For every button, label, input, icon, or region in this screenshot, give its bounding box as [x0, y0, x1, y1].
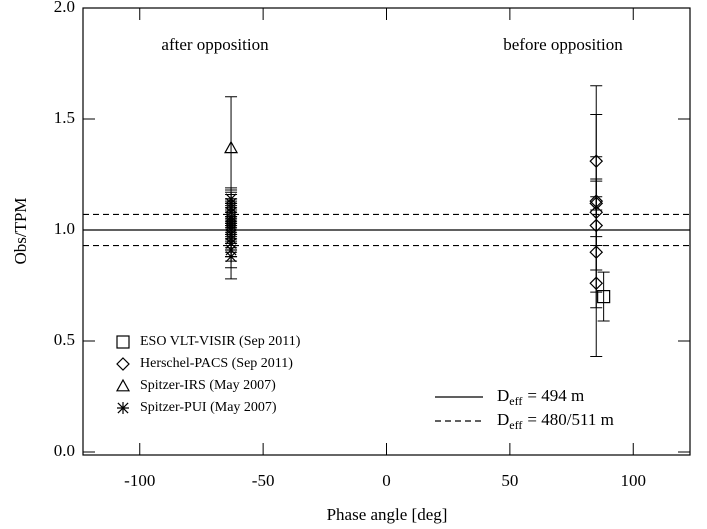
x-tick-label: -50	[252, 471, 275, 490]
y-axis-label: Obs/TPM	[11, 197, 30, 264]
y-tick-label: 1.5	[54, 108, 75, 127]
legend-label: Deff = 480/511 m	[497, 410, 614, 432]
marker-diamond	[116, 357, 130, 371]
legend-label: Herschel-PACS (Sep 2011)	[140, 356, 293, 371]
marker-asterisk	[225, 192, 238, 205]
y-tick-label: 1.0	[54, 219, 75, 238]
error-bar	[597, 271, 610, 322]
legend-label-main: D	[497, 386, 509, 405]
legend-label-sub: eff	[509, 418, 522, 432]
legend-label: Spitzer-PUI (May 2007)	[140, 400, 277, 415]
marker-triangle	[115, 378, 131, 392]
legend-label: Deff = 494 m	[497, 386, 584, 408]
marker-asterisk	[117, 402, 129, 414]
x-tick-label: 100	[620, 471, 646, 490]
x-tick-label: -100	[124, 471, 155, 490]
marker-diamond	[589, 276, 604, 291]
legend-label: ESO VLT-VISIR (Sep 2011)	[140, 334, 301, 349]
y-tick-label: 0.5	[54, 330, 75, 349]
marker-square	[597, 290, 611, 304]
legend-label-rest: = 480/511 m	[527, 410, 613, 429]
legend-label-main: D	[497, 410, 509, 429]
legend-label: Spitzer-IRS (May 2007)	[140, 378, 276, 393]
marker-square	[116, 335, 130, 349]
error-bar	[590, 209, 603, 358]
legend-label-sub: eff	[509, 394, 522, 408]
x-axis-label: Phase angle [deg]	[327, 505, 448, 524]
marker-triangle	[224, 140, 239, 154]
x-tick-label: 50	[501, 471, 518, 490]
annotation: before opposition	[503, 35, 623, 54]
x-tick-label: 0	[382, 471, 391, 490]
y-tick-label: 0.0	[54, 441, 75, 460]
y-tick-label: 2.0	[54, 0, 75, 16]
legend-label-rest: = 494 m	[527, 386, 584, 405]
error-bar	[225, 96, 238, 200]
annotation: after opposition	[161, 35, 269, 54]
